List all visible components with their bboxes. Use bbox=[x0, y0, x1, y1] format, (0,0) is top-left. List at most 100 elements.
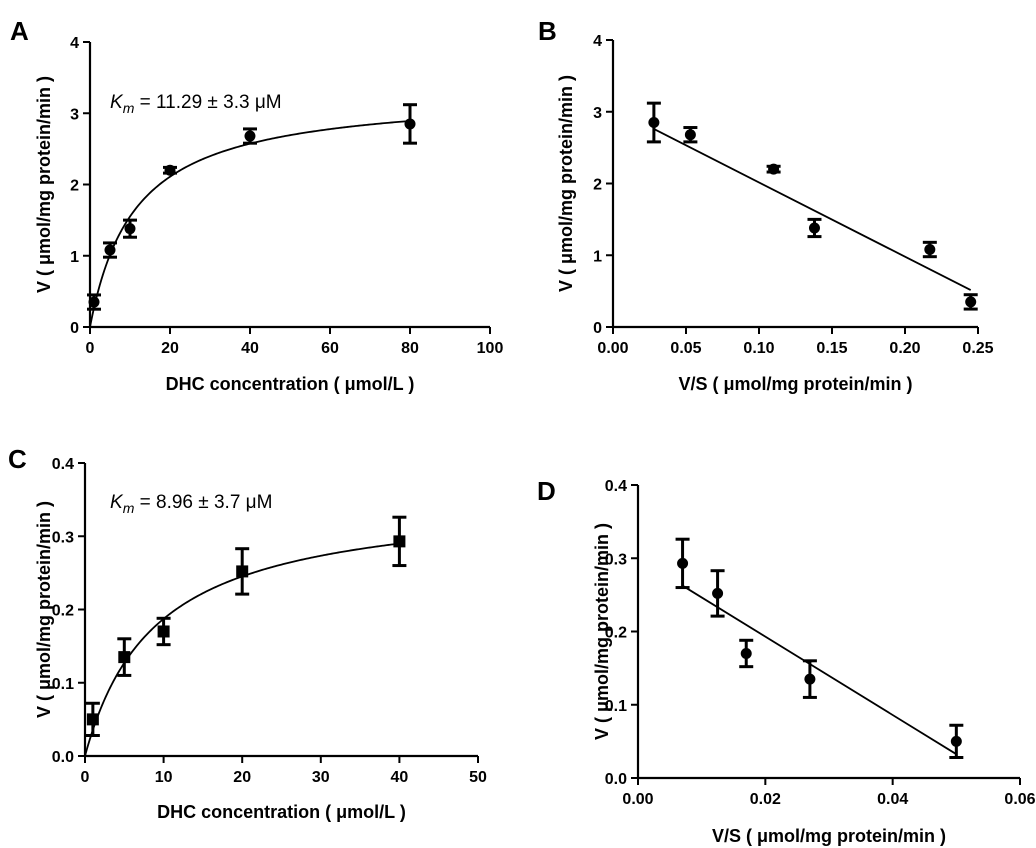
y-tick-label: 0.1 bbox=[605, 698, 627, 715]
fit-curve bbox=[89, 120, 411, 328]
x-tick-label: 20 bbox=[161, 340, 179, 357]
circle-marker bbox=[244, 130, 256, 142]
data-point bbox=[87, 293, 101, 311]
circle-marker bbox=[808, 222, 820, 234]
x-axis-label: DHC concentration ( μmol/L ) bbox=[166, 374, 415, 394]
square-marker bbox=[86, 713, 99, 726]
circle-marker bbox=[950, 735, 962, 747]
x-tick-label: 40 bbox=[391, 769, 409, 786]
y-tick-label: 0 bbox=[593, 320, 602, 337]
data-point bbox=[103, 241, 117, 259]
y-tick-label: 0.3 bbox=[52, 529, 74, 546]
circle-marker bbox=[404, 118, 416, 130]
y-tick-label: 0.2 bbox=[52, 603, 74, 620]
data-point bbox=[235, 547, 250, 596]
circle-marker bbox=[924, 244, 936, 256]
y-tick-label: 3 bbox=[593, 105, 602, 122]
circle-marker bbox=[648, 117, 660, 129]
data-point bbox=[646, 101, 661, 144]
circle-marker bbox=[124, 223, 136, 235]
data-point bbox=[403, 103, 417, 145]
circle-marker bbox=[740, 647, 752, 659]
y-tick-label: 0.3 bbox=[605, 551, 627, 568]
fit-line bbox=[682, 584, 957, 755]
y-tick-label: 0.0 bbox=[605, 771, 627, 788]
data-point bbox=[766, 163, 781, 175]
y-tick-label: 1 bbox=[70, 249, 79, 266]
data-point bbox=[739, 638, 754, 669]
circle-marker bbox=[677, 557, 689, 569]
y-tick-label: 0.4 bbox=[52, 456, 74, 473]
x-tick-label: 0.06 bbox=[1004, 791, 1035, 808]
y-axis-label: V ( μmol/mg protein/min ) bbox=[34, 501, 54, 718]
data-point bbox=[807, 217, 822, 239]
y-axis-label: V ( μmol/mg protein/min ) bbox=[34, 76, 54, 293]
km-annotation: Km = 11.29 ± 3.3 μM bbox=[110, 92, 282, 116]
data-point bbox=[156, 616, 171, 647]
y-tick-label: 3 bbox=[70, 106, 79, 123]
x-tick-label: 0.00 bbox=[597, 340, 628, 357]
y-tick-label: 0 bbox=[70, 320, 79, 337]
chart-panel-b: B 0 1 2 3 4 0.00 0.05 0.10 0.15 0.20 0.25 V/S ( μmol… bbox=[538, 16, 994, 394]
panel-letter: A bbox=[10, 16, 29, 46]
data-point bbox=[392, 515, 407, 568]
x-tick-label: 0 bbox=[86, 340, 95, 357]
x-tick-label: 80 bbox=[401, 340, 419, 357]
x-tick-label: 0.25 bbox=[962, 340, 993, 357]
circle-marker bbox=[164, 164, 176, 176]
chart-panel-d: D 0.0 0.1 0.2 0.3 0.4 0.00 0.02 0.04 0.06 V/S ( μm… bbox=[537, 476, 1036, 846]
data-point bbox=[243, 127, 257, 145]
x-tick-label: 60 bbox=[321, 340, 339, 357]
x-axis-label: V/S ( μmol/mg protein/min ) bbox=[678, 374, 912, 394]
circle-marker bbox=[965, 296, 977, 308]
data-point bbox=[963, 293, 978, 311]
y-tick-label: 0.2 bbox=[605, 625, 627, 642]
square-marker bbox=[236, 565, 249, 578]
square-marker bbox=[393, 535, 406, 548]
y-tick-label: 1 bbox=[593, 248, 602, 265]
data-point bbox=[123, 218, 137, 239]
x-tick-label: 0 bbox=[81, 769, 90, 786]
circle-marker bbox=[768, 163, 780, 175]
panel-letter: C bbox=[8, 444, 27, 474]
square-marker bbox=[157, 625, 170, 638]
data-point bbox=[675, 537, 690, 590]
y-tick-label: 4 bbox=[70, 35, 79, 52]
x-tick-label: 0.10 bbox=[743, 340, 774, 357]
x-tick-label: 0.04 bbox=[877, 791, 908, 808]
x-tick-label: 10 bbox=[155, 769, 173, 786]
y-tick-label: 4 bbox=[593, 33, 602, 50]
panel-letter: B bbox=[538, 16, 557, 46]
data-point bbox=[802, 659, 817, 699]
km-annotation: Km = 8.96 ± 3.7 μM bbox=[110, 492, 272, 516]
data-point bbox=[163, 164, 177, 176]
x-axis-label: V/S ( μmol/mg protein/min ) bbox=[712, 826, 946, 846]
x-tick-label: 0.20 bbox=[889, 340, 920, 357]
circle-marker bbox=[684, 129, 696, 141]
x-tick-label: 30 bbox=[312, 769, 330, 786]
x-tick-label: 0.00 bbox=[622, 791, 653, 808]
y-tick-label: 2 bbox=[70, 178, 79, 195]
circle-marker bbox=[104, 244, 116, 256]
x-tick-label: 50 bbox=[469, 769, 487, 786]
x-tick-label: 0.02 bbox=[750, 791, 781, 808]
data-point bbox=[85, 701, 100, 737]
y-tick-label: 0.0 bbox=[52, 749, 74, 766]
x-tick-label: 0.15 bbox=[816, 340, 847, 357]
circle-marker bbox=[712, 587, 724, 599]
panel-letter: D bbox=[537, 476, 556, 506]
y-tick-label: 0.1 bbox=[52, 676, 74, 693]
y-tick-label: 2 bbox=[593, 177, 602, 194]
x-axis-label: DHC concentration ( μmol/L ) bbox=[157, 802, 406, 822]
circle-marker bbox=[88, 296, 100, 308]
x-tick-label: 100 bbox=[477, 340, 504, 357]
x-tick-label: 0.05 bbox=[670, 340, 701, 357]
fit-line bbox=[653, 128, 972, 291]
data-point bbox=[117, 637, 132, 677]
data-point bbox=[710, 569, 725, 618]
data-point bbox=[683, 126, 698, 144]
x-tick-label: 40 bbox=[241, 340, 259, 357]
chart-panel-c: C 0.0 0.1 0.2 0.3 0.4 0 10 20 30 40 50 DHC concentra… bbox=[8, 444, 487, 822]
square-marker bbox=[118, 651, 131, 664]
